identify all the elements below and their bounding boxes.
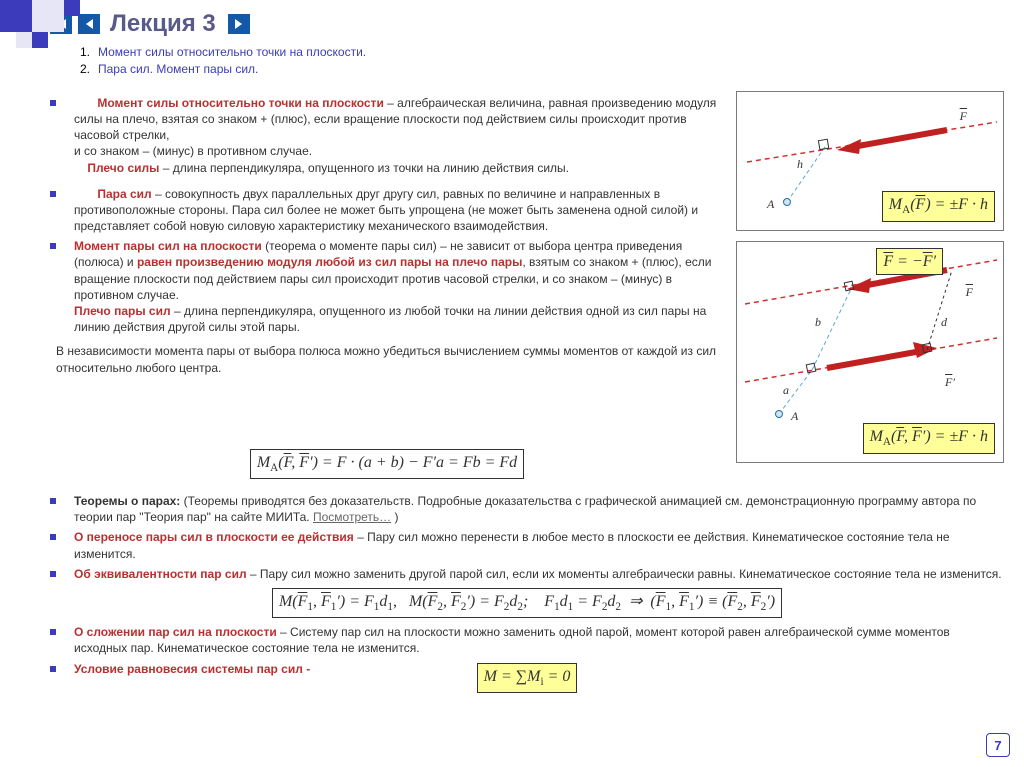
page-number: 7 [986,733,1010,757]
para-couple: Пара сил – совокупность двух параллельны… [50,186,724,235]
lecture-title: Лекция 3 [110,8,216,40]
label-Fp: F′ [945,374,955,390]
nav-row: Лекция 3 [50,8,1004,40]
formula-moment-couple: MA(F, F′) = ±F · h [863,423,995,453]
para-addition: О сложении пар сил на плоскости – Систем… [50,624,1004,656]
para-equivalence: Об эквивалентности пар сил – Пару сил мо… [50,566,1004,582]
link-view[interactable]: Посмотреть… [313,510,391,524]
para-moment-couple: Момент пары сил на плоскости (теорема о … [50,238,724,335]
outline-list: 1.Момент силы относительно точки на плос… [80,44,1004,76]
formula-F-eq: F = −F′ [876,248,943,276]
label-h: h [797,156,803,172]
formula-main: MA(F, F′) = F · (a + b) − F′a = Fb = Fd [250,449,524,479]
label-a: a [783,382,789,398]
diagram-moment-force: F h A MA(F) = ±F · h [736,91,1004,231]
nav-next-button[interactable] [228,14,250,34]
nav-prev-button[interactable] [78,14,100,34]
para-independence: В независимости момента пары от выбора п… [56,343,724,375]
label-F: F [960,108,967,124]
formula-equivalence: M(F1, F1′) = F1d1, M(F2, F2′) = F2d2; F1… [272,588,782,618]
label-A: A [767,196,774,212]
label-A2: A [791,408,798,424]
para-theorems: Теоремы о парах: (Теоремы приводятся без… [50,493,1004,525]
para-transfer: О переносе пары сил в плоскости ее дейст… [50,529,1004,561]
label-d: d [941,314,947,330]
formula-moment-force: MA(F) = ±F · h [882,191,995,221]
formula-sum: M = ∑Mi = 0 [477,663,578,693]
label-b: b [815,314,821,330]
para-moment-force: Момент силы относительно точки на плоско… [50,95,724,176]
label-F2: F [966,284,973,300]
diagram-couple: F = −F′ F F′ b a d A MA(F, F′) = ±F · h [736,241,1004,463]
